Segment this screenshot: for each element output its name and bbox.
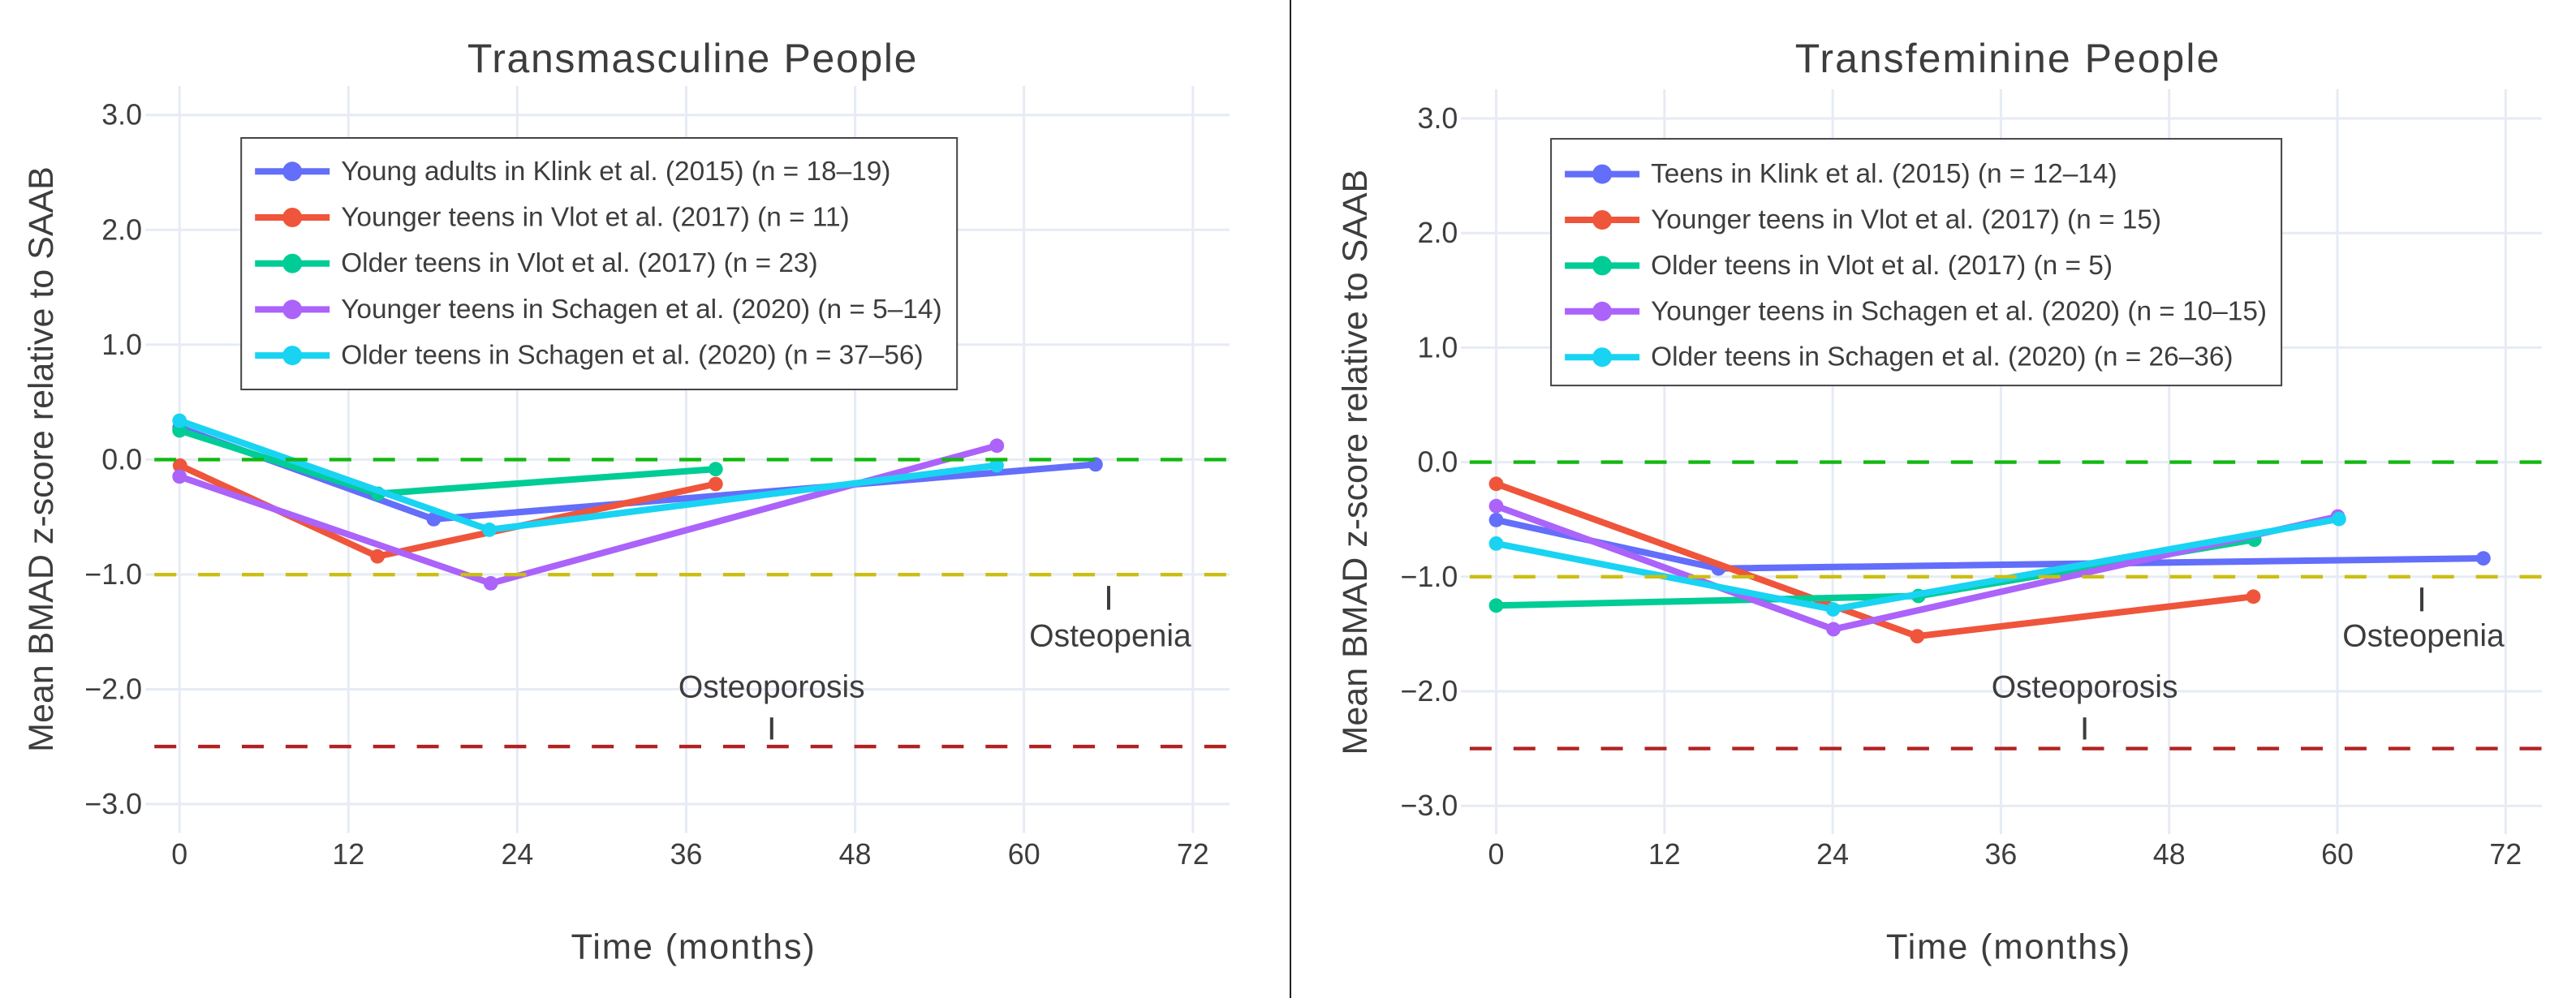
svg-text:Osteopenia: Osteopenia bbox=[2342, 619, 2505, 654]
svg-text:Time (months): Time (months) bbox=[1886, 928, 2131, 967]
svg-text:Transfeminine People: Transfeminine People bbox=[1795, 36, 2221, 81]
svg-text:Younger teens in Schagen et al: Younger teens in Schagen et al. (2020) (… bbox=[341, 295, 941, 325]
svg-text:24: 24 bbox=[1816, 838, 1849, 871]
svg-text:Younger teens in Vlot et al. (: Younger teens in Vlot et al. (2017) (n =… bbox=[341, 203, 849, 233]
svg-text:1.0: 1.0 bbox=[1418, 331, 1458, 363]
svg-text:Older teens in Vlot et al. (20: Older teens in Vlot et al. (2017) (n = 5… bbox=[1651, 251, 2113, 281]
svg-text:Older teens in Vlot et al. (20: Older teens in Vlot et al. (2017) (n = 2… bbox=[341, 248, 817, 278]
svg-text:Teens in Klink et al. (2015) (: Teens in Klink et al. (2015) (n = 12–14) bbox=[1651, 159, 2117, 189]
svg-text:24: 24 bbox=[501, 838, 533, 871]
svg-text:12: 12 bbox=[332, 838, 364, 871]
svg-text:Young adults in Klink et al. (: Young adults in Klink et al. (2015) (n =… bbox=[341, 157, 890, 187]
svg-text:72: 72 bbox=[2489, 838, 2522, 871]
svg-text:3.0: 3.0 bbox=[101, 99, 142, 131]
svg-text:48: 48 bbox=[839, 838, 872, 871]
svg-text:Time (months): Time (months) bbox=[571, 928, 816, 967]
svg-text:0: 0 bbox=[1488, 838, 1505, 871]
svg-text:2.0: 2.0 bbox=[101, 213, 142, 246]
svg-text:2.0: 2.0 bbox=[1418, 217, 1458, 249]
svg-text:0.0: 0.0 bbox=[101, 443, 142, 475]
svg-text:1.0: 1.0 bbox=[101, 329, 142, 361]
svg-text:0: 0 bbox=[171, 838, 187, 871]
svg-text:36: 36 bbox=[670, 838, 703, 871]
svg-text:−3.0: −3.0 bbox=[84, 788, 142, 820]
svg-text:48: 48 bbox=[2153, 838, 2186, 871]
svg-text:−1.0: −1.0 bbox=[84, 558, 142, 591]
svg-text:0.0: 0.0 bbox=[1418, 446, 1458, 479]
svg-text:36: 36 bbox=[1984, 838, 2017, 871]
svg-text:Osteoporosis: Osteoporosis bbox=[678, 670, 865, 705]
svg-text:3.0: 3.0 bbox=[1418, 102, 1458, 135]
svg-text:Older teens in Schagen et al.: Older teens in Schagen et al. (2020) (n … bbox=[1651, 342, 2233, 372]
svg-text:Osteopenia: Osteopenia bbox=[1029, 619, 1191, 654]
svg-text:Younger teens in Schagen et al: Younger teens in Schagen et al. (2020) (… bbox=[1651, 296, 2267, 326]
svg-text:60: 60 bbox=[1008, 838, 1040, 871]
svg-text:−3.0: −3.0 bbox=[1401, 789, 1458, 822]
svg-text:Osteoporosis: Osteoporosis bbox=[1992, 670, 2178, 705]
svg-text:−1.0: −1.0 bbox=[1401, 561, 1458, 593]
svg-text:12: 12 bbox=[1648, 838, 1681, 871]
svg-text:Transmasculine People: Transmasculine People bbox=[467, 36, 918, 81]
svg-text:Mean BMAD z-score relative to: Mean BMAD z-score relative to SAAB bbox=[22, 166, 61, 752]
svg-text:−2.0: −2.0 bbox=[1401, 675, 1458, 708]
svg-text:−2.0: −2.0 bbox=[84, 673, 142, 706]
svg-text:Younger teens in Vlot et al. (: Younger teens in Vlot et al. (2017) (n =… bbox=[1651, 205, 2161, 235]
svg-text:Older teens in Schagen et al.: Older teens in Schagen et al. (2020) (n … bbox=[341, 341, 923, 371]
svg-text:72: 72 bbox=[1177, 838, 1209, 871]
svg-text:Mean BMAD z-score relative to: Mean BMAD z-score relative to SAAB bbox=[1336, 170, 1375, 755]
svg-text:60: 60 bbox=[2321, 838, 2354, 871]
